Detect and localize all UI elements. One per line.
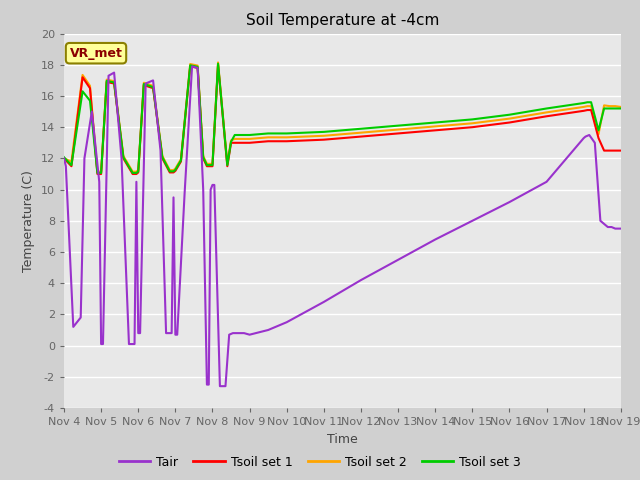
X-axis label: Time: Time [327,432,358,445]
Y-axis label: Temperature (C): Temperature (C) [22,170,35,272]
Title: Soil Temperature at -4cm: Soil Temperature at -4cm [246,13,439,28]
Legend: Tair, Tsoil set 1, Tsoil set 2, Tsoil set 3: Tair, Tsoil set 1, Tsoil set 2, Tsoil se… [114,451,526,474]
Text: VR_met: VR_met [70,47,122,60]
